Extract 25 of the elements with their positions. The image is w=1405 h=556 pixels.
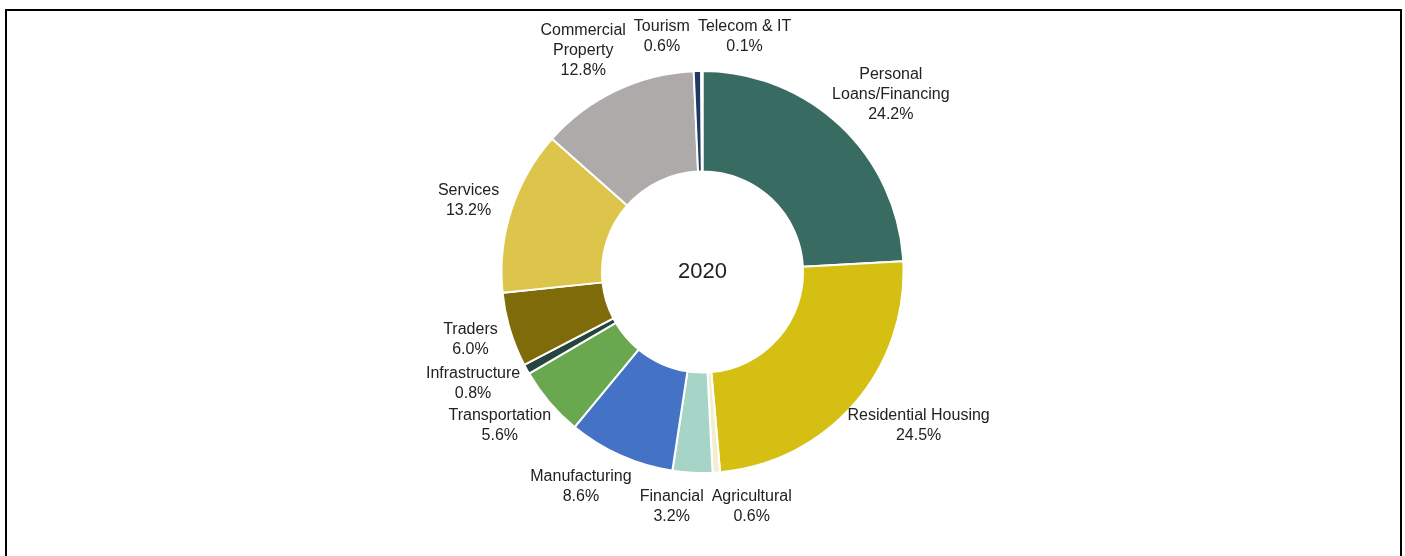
slice-label: Transportation [448, 406, 552, 424]
data-label: 0.8% [454, 384, 492, 402]
data-label: 3.2% [653, 507, 690, 525]
data-label: 0.1% [726, 37, 763, 55]
slice-label: Tourism [633, 17, 690, 35]
data-label: 13.2% [445, 200, 492, 218]
slice-label: Financial [639, 487, 704, 505]
slice-label: Commercial Property [540, 21, 626, 59]
data-label: 0.6% [643, 37, 681, 55]
text: 2020 [678, 258, 727, 284]
slice-label: Services [437, 180, 500, 198]
data-label: 5.6% [481, 426, 519, 444]
slice-label: Traders [443, 319, 498, 337]
data-label: 24.5% [895, 426, 942, 444]
slice-label: Telecom & IT [697, 17, 792, 35]
data-label: 8.6% [562, 486, 600, 504]
slice-label: Infrastructure [425, 364, 521, 382]
slice-label: Agricultural [711, 486, 792, 504]
slice-label: Residential Housing [847, 406, 990, 424]
data-label: 12.8% [560, 61, 606, 79]
slice-label: Manufacturing [530, 466, 632, 484]
data-label: 6.0% [452, 339, 489, 357]
slice-label: Personal Loans/Financing [832, 64, 950, 102]
data-label: 0.6% [733, 506, 770, 524]
data-label: 24.2% [868, 104, 914, 122]
